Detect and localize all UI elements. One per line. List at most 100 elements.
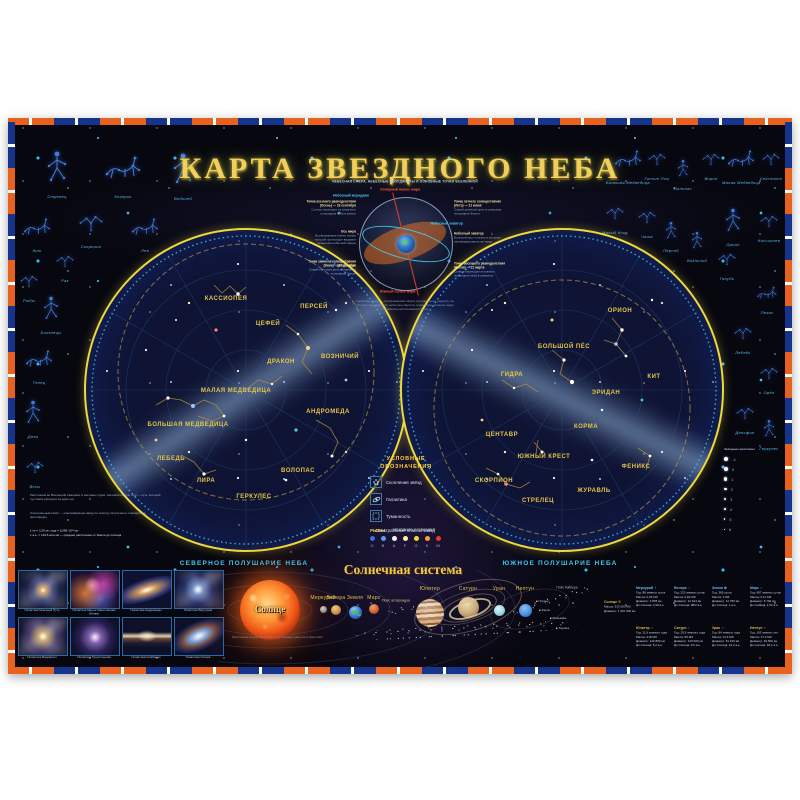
planet-facts-jupiter: Юпитер ♃ Год: 11,9 земного года Масса: 31… — [636, 626, 667, 647]
svg-text:БОЛЬШОЙ ПЁС: БОЛЬШОЙ ПЁС — [538, 342, 590, 350]
svg-text:ЮЖНЫЙ КРЕСТ: ЮЖНЫЙ КРЕСТ — [518, 452, 571, 460]
star-cluster-icon — [370, 476, 382, 489]
sphere-callout: Точка осеннего равноденствия (Осень) — 2… — [306, 200, 356, 216]
constellation-figure: Лебедь — [730, 322, 756, 355]
planet-mercury — [319, 605, 327, 613]
magnitude-row: 3 — [724, 494, 782, 504]
constellation-figure: Скорпион — [74, 208, 108, 249]
galaxy-thumbnail — [70, 570, 120, 609]
dwarf-planet-label: Плутон — [536, 600, 549, 603]
constellation-figure: Гончие Псы — [644, 148, 670, 181]
constellation-figure: Стрелец — [34, 148, 80, 199]
south-hemisphere-grid: ОРИОН КИТ ЭРИДАН БОЛЬШОЙ ПЁС ГИДРА ЦЕНТА… — [406, 234, 718, 546]
sphere-callout: Небесный экватор Большой круг, плоскость … — [454, 232, 502, 244]
magnitude-row: 6 — [724, 526, 732, 532]
constellation-figure: Кит — [20, 212, 54, 253]
celestial-sphere-diagram — [358, 192, 454, 296]
svg-text:АНДРОМЕДА: АНДРОМЕДА — [306, 409, 350, 415]
galaxy-caption: Галактика Андромеды — [130, 609, 162, 612]
svg-text:ЦЕФЕЙ: ЦЕФЕЙ — [256, 319, 280, 327]
constellation-figure: Водолей — [160, 150, 206, 201]
planet-facts-earth: Земля ⊕ Год: 365 суток Масса: 1 МЗ Диаметр… — [712, 586, 740, 607]
svg-text:ЭРИДАН: ЭРИДАН — [592, 390, 621, 396]
constellation-figure: Голубь — [714, 248, 740, 281]
planet-neptune — [518, 603, 532, 617]
constellation-figure: Телец — [22, 344, 56, 385]
magnitude-row: 5 — [724, 514, 782, 524]
planet-facts-mars: Марс ♂ Год: 687 земных суток Масса: 0,11 … — [750, 586, 781, 607]
svg-text:ПЕРСЕЙ: ПЕРСЕЙ — [300, 302, 328, 310]
galaxy-caption: Галактика Малое Магелланово Облако — [72, 609, 116, 616]
constellation-figure: Геркулес — [756, 418, 782, 451]
constellation-figure: Кассиопея — [756, 210, 782, 243]
svg-text:ДРАКОН: ДРАКОН — [267, 359, 295, 365]
spectral-dot-G — [413, 536, 419, 541]
galaxy-thumbnail — [174, 617, 224, 656]
galaxy-caption: Галактика Треугольника — [77, 656, 111, 659]
sphere-callout: Ось мира Воображаемая линия, вокруг котор… — [315, 230, 356, 245]
constellation-figure: Дельфин — [732, 402, 758, 435]
galaxy-caption: Галактика Сигара — [185, 656, 211, 659]
constellation-figure: Дева — [16, 398, 50, 439]
svg-text:ГИДРА: ГИДРА — [501, 372, 523, 378]
ecliptic-label: Эклиптика — [336, 264, 355, 268]
spectral-dot-K — [424, 536, 430, 541]
nebula-icon — [370, 510, 382, 523]
svg-text:КАССИОПЕЯ: КАССИОПЕЯ — [205, 296, 248, 302]
magnitude-row: -1 — [724, 454, 782, 464]
svg-text:КОРМА: КОРМА — [574, 424, 598, 430]
svg-text:ЦЕНТАВР: ЦЕНТАВР — [486, 432, 518, 438]
planet-label: Венера — [326, 595, 346, 601]
constellation-figure: Лев — [128, 212, 162, 253]
planet-mars — [369, 604, 379, 614]
galaxy-caption: Галактика Сомбреро — [131, 656, 161, 659]
planet-label: Уран — [492, 586, 506, 592]
galaxy-icon — [370, 493, 382, 506]
planet-facts-neptune: Нептун ♆ Год: 165 земных лет Масса: 17,2 … — [750, 626, 779, 647]
svg-text:СКОРПИОН: СКОРПИОН — [475, 478, 513, 484]
south-pole-label: Южный полюс мира — [380, 290, 416, 294]
poster-title: КАРТА ЗВЕЗДНОГО НЕБА — [179, 152, 621, 185]
galaxy-thumbnail — [122, 570, 172, 609]
constellation-figure: Козерог — [100, 148, 146, 199]
spectral-dot-O — [369, 536, 375, 541]
constellation-figure: Весы — [22, 456, 48, 489]
sphere-footnote: Небесная сфера — воображаемая сфера прои… — [356, 300, 454, 311]
frame-top — [8, 118, 792, 125]
frame-right — [785, 118, 792, 674]
planet-label: Нептун — [515, 586, 535, 592]
constellation-figure: Секстант — [758, 148, 784, 181]
spectral-dot-B — [380, 536, 386, 541]
planet-label: Земля — [346, 595, 364, 601]
planet-jupiter — [416, 599, 444, 627]
south-hemisphere-map: ОРИОН КИТ ЭРИДАН БОЛЬШОЙ ПЁС ГИДРА ЦЕНТА… — [400, 228, 724, 552]
svg-text:ВОЗНИЧИЙ: ВОЗНИЧИЙ — [321, 352, 359, 360]
dwarf-planet-label: Харон — [539, 609, 550, 612]
magnitude-row: 2 — [724, 484, 782, 494]
constellation-figure: Волопас — [670, 158, 696, 191]
sphere-callout: Точка летнего солнцестояния (Лето) — 21 … — [454, 200, 502, 216]
galaxy-thumbnail — [70, 617, 120, 656]
magnitude-row: 0 — [724, 464, 782, 474]
north-hemisphere-grid: КАССИОПЕЯ ЦЕФЕЙ ДРАКОН МАЛАЯ МЕДВЕДИЦА Б… — [90, 234, 402, 546]
constellation-figure: Малая Медведица — [722, 144, 761, 185]
planet-saturn — [457, 596, 479, 618]
spectral-title: Спектральные классы звёзд — [375, 528, 435, 533]
constellation-figure: Малый Конь — [602, 202, 628, 235]
earth-globe — [397, 235, 415, 253]
constellation-figure: Большая Медведица — [606, 144, 650, 185]
kuiper-belt-label: Пояс Койпера — [556, 586, 578, 590]
legend-item-galaxy: Галактика — [370, 493, 442, 506]
constellation-figure: Рак — [52, 250, 78, 283]
planet-facts-saturn: Сатурн ♄ Год: 29,5 земного года Масса: 95… — [674, 626, 706, 647]
galaxy-thumbnail — [18, 570, 68, 609]
north-hemisphere-caption: СЕВЕРНОЕ ПОЛУШАРИЕ НЕБА — [179, 560, 309, 567]
legend-title: УСЛОВНЫЕ ОБОЗНАЧЕНИЯ — [380, 456, 432, 470]
sphere-diagram-header: НЕБЕСНАЯ СФЕРА, НЕБЕСНЫЕ КООРДИНАТЫ И ОС… — [332, 180, 478, 184]
sun-label: Солнце — [254, 604, 286, 614]
svg-text:ЛИРА: ЛИРА — [197, 478, 215, 484]
constellation-figure: Близнецы — [34, 294, 68, 335]
distance-notes: Расстояния во Вселенной измеряют в свето… — [30, 494, 162, 547]
constellation-figure: Орёл — [756, 362, 782, 395]
